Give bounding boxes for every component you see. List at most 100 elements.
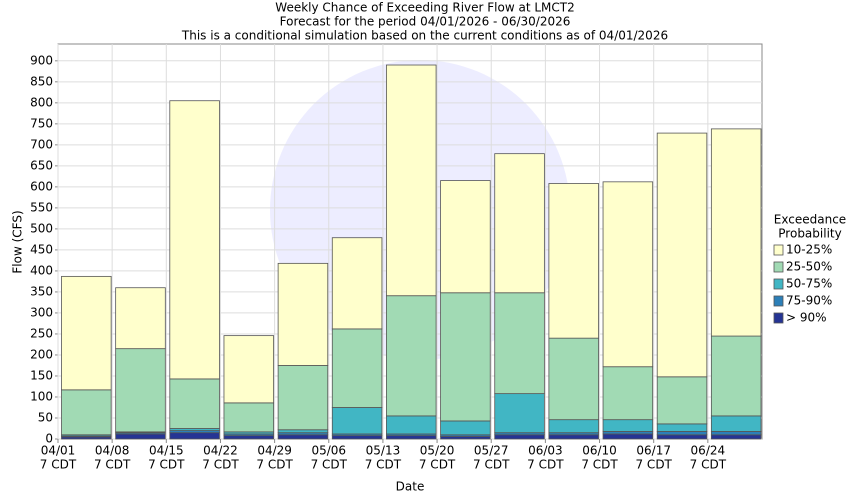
y-tick-label: 800 [30, 95, 53, 109]
bar-segment [602, 419, 654, 432]
bar-segment [494, 292, 545, 395]
bar-segment [602, 433, 654, 440]
legend-swatch [773, 261, 784, 273]
y-tick-label: 750 [30, 116, 53, 130]
bar-segment [548, 434, 599, 440]
x-tick-label: 7 CDT [419, 458, 456, 472]
x-tick-label: 7 CDT [202, 458, 239, 472]
y-tick-label: 200 [30, 347, 53, 361]
y-tick-label: 150 [30, 368, 53, 382]
bar-segment [277, 434, 329, 440]
bar-segment [169, 432, 220, 440]
y-tick-label: 450 [30, 242, 53, 256]
x-tick-label: 7 CDT [311, 458, 348, 472]
title-line: Forecast for the period 04/01/2026 - 06/… [280, 15, 571, 29]
x-tick-label: 7 CDT [635, 458, 672, 472]
bar-segment [331, 328, 383, 408]
x-tick-label: 7 CDT [581, 458, 618, 472]
bar-segment [223, 335, 275, 404]
legend-label: 10-25% [786, 243, 832, 257]
bar-segment [656, 132, 708, 378]
legend-swatch [773, 278, 784, 290]
x-tick-label: 7 CDT [690, 458, 727, 472]
legend-title: Exceedance [774, 213, 846, 227]
bar-segment [169, 378, 220, 429]
bar-segment [656, 431, 708, 436]
bar-segment [331, 237, 383, 330]
x-axis-label: Date [396, 480, 425, 494]
bar-segment [223, 435, 275, 440]
bar-segment [602, 366, 654, 421]
x-tick-label: 06/03 [528, 444, 563, 458]
bar-segment [602, 181, 654, 368]
x-tick-label: 04/01 [41, 444, 76, 458]
y-tick-label: 100 [30, 389, 53, 403]
bar-segment [223, 402, 275, 433]
bar-segment [61, 275, 112, 391]
x-tick-label: 7 CDT [148, 458, 185, 472]
bar-segment [548, 337, 599, 421]
legend-swatch [773, 244, 784, 256]
x-tick-label: 7 CDT [473, 458, 510, 472]
bar-segment [710, 434, 762, 440]
y-tick-label: 50 [38, 410, 53, 424]
bar-segment [386, 64, 437, 297]
x-tick-label: 06/17 [636, 444, 671, 458]
legend-label: 50-75% [786, 277, 832, 291]
legend-label: 75-90% [786, 294, 832, 308]
x-tick-label: 06/10 [582, 444, 617, 458]
legend-title: Probability [778, 227, 841, 241]
bar-segment [386, 415, 437, 435]
bar-segment [386, 435, 437, 440]
bar-segment [494, 434, 545, 440]
y-tick-label: 900 [30, 53, 53, 67]
bar-segment [494, 393, 545, 434]
bar-segment [386, 295, 437, 417]
bar-segment [61, 389, 112, 436]
title-line: Weekly Chance of Exceeding River Flow at… [275, 1, 574, 15]
bar-segment [548, 419, 599, 434]
y-tick-label: 600 [30, 179, 53, 193]
title-line: This is a conditional simulation based o… [181, 29, 668, 43]
x-tick-label: 7 CDT [40, 458, 77, 472]
y-tick-label: 650 [30, 158, 53, 172]
bar-segment [331, 407, 383, 435]
y-tick-label: 300 [30, 305, 53, 319]
x-tick-label: 05/20 [420, 444, 455, 458]
x-tick-label: 7 CDT [527, 458, 564, 472]
y-tick-label: 0 [45, 432, 53, 446]
bar-segment [331, 435, 383, 440]
y-tick-label: 500 [30, 221, 53, 235]
y-tick-label: 700 [30, 137, 53, 151]
x-tick-label: 7 CDT [94, 458, 131, 472]
bar-segment [115, 287, 166, 350]
legend-label: 25-50% [786, 260, 832, 274]
x-tick-label: 04/22 [203, 444, 238, 458]
bar-segment [710, 128, 762, 337]
bar-segment [656, 376, 708, 425]
bar-segment [548, 183, 599, 339]
y-tick-label: 400 [30, 263, 53, 277]
y-tick-label: 250 [30, 326, 53, 340]
y-tick-label: 550 [30, 200, 53, 214]
bar-segment [656, 423, 708, 432]
legend-label: > 90% [786, 311, 827, 325]
legend-swatch [773, 295, 784, 307]
bar-segment [440, 292, 491, 422]
bar-segment [710, 335, 762, 417]
x-tick-label: 05/06 [311, 444, 346, 458]
bar-segment [277, 262, 329, 366]
y-tick-label: 350 [30, 284, 53, 298]
x-tick-label: 05/27 [474, 444, 509, 458]
x-tick-label: 05/13 [366, 444, 401, 458]
x-tick-label: 06/24 [691, 444, 726, 458]
bar-segment [440, 420, 491, 436]
bar-segment [710, 431, 762, 436]
legend-swatch [773, 312, 784, 324]
bar-segment [494, 153, 545, 294]
y-axis-label: Flow (CFS) [11, 210, 25, 273]
bar-segment [710, 415, 762, 432]
x-tick-label: 7 CDT [256, 458, 293, 472]
bar-segment [656, 434, 708, 440]
